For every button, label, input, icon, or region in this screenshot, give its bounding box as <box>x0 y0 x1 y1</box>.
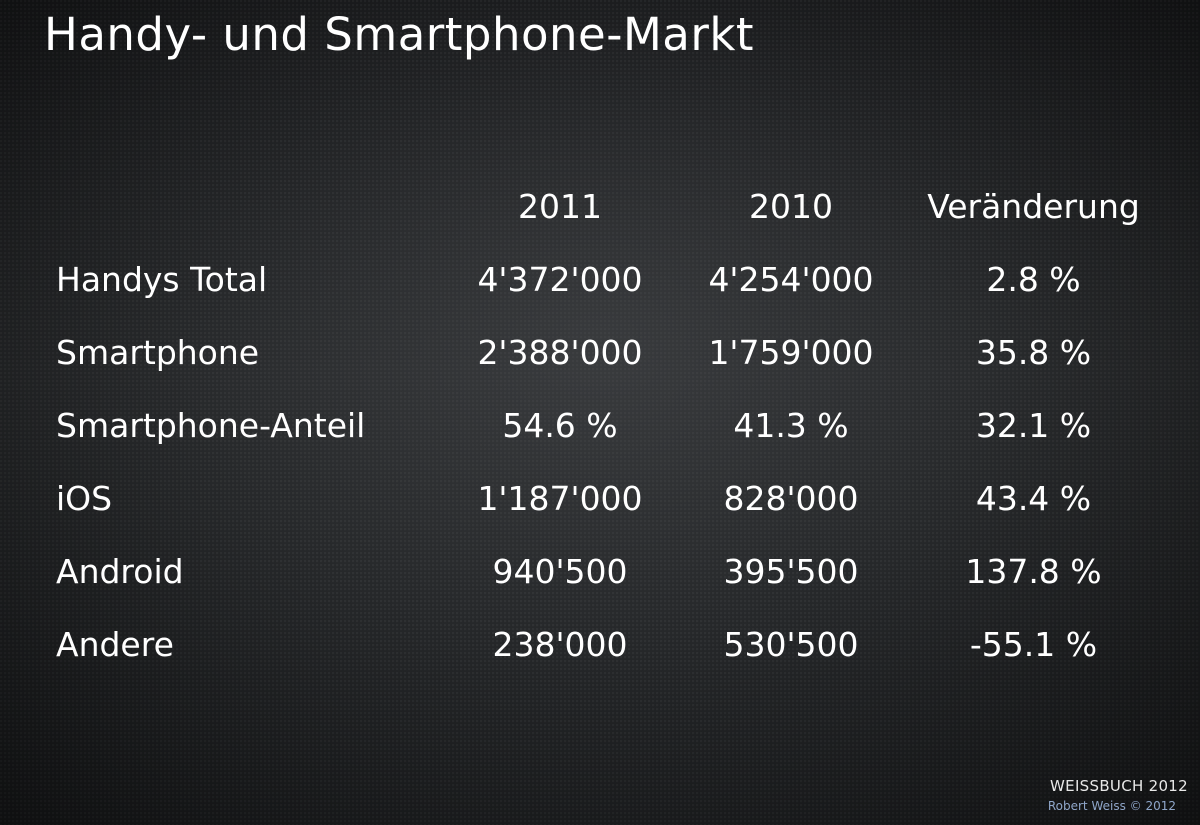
table-cell: 530'500 <box>723 625 859 664</box>
row-label: Andere <box>56 625 174 664</box>
table-cell: 35.8 % <box>975 333 1092 372</box>
table-cell: 32.1 % <box>975 406 1092 445</box>
table-cell: 828'000 <box>723 479 859 518</box>
footer-brand: WEISSBUCH 2012 <box>1050 777 1188 795</box>
table-cell: 1'759'000 <box>708 333 874 372</box>
slide-title: Handy- und Smartphone-Markt <box>44 8 755 61</box>
table-cell: 395'500 <box>723 552 859 591</box>
row-label: Android <box>56 552 184 591</box>
row-label: Smartphone <box>56 333 260 372</box>
table-cell: 4'372'000 <box>477 260 643 299</box>
table-row: iOS 1'187'000 828'000 43.4 % <box>40 462 1160 535</box>
table-row: Handys Total 4'372'000 4'254'000 2.8 % <box>40 243 1160 316</box>
row-label: Smartphone-Anteil <box>56 406 366 445</box>
table-header: 2011 2010 Veränderung <box>40 170 1160 243</box>
table-cell: 2'388'000 <box>477 333 643 372</box>
market-data-table: 2011 2010 Veränderung Handys Total 4'372… <box>40 170 1160 681</box>
table-cell: 4'254'000 <box>708 260 874 299</box>
table-row: Andere 238'000 530'500 -55.1 % <box>40 608 1160 681</box>
table-cell: 54.6 % <box>502 406 618 445</box>
table-row: Android 940'500 395'500 137.8 % <box>40 535 1160 608</box>
row-label: Handys Total <box>56 260 268 299</box>
table-row: Smartphone-Anteil 54.6 % 41.3 % 32.1 % <box>40 389 1160 462</box>
table-cell: 238'000 <box>492 625 628 664</box>
header-row-label-cell <box>40 170 445 243</box>
table-row: Smartphone 2'388'000 1'759'000 35.8 % <box>40 316 1160 389</box>
table-cell: -55.1 % <box>969 625 1098 664</box>
header-row: 2011 2010 Veränderung <box>40 170 1160 243</box>
column-header: 2010 <box>749 187 833 226</box>
table-cell: 2.8 % <box>986 260 1081 299</box>
table-cell: 137.8 % <box>965 552 1102 591</box>
column-header: Veränderung <box>927 187 1140 226</box>
row-label: iOS <box>56 479 113 518</box>
table-cell: 940'500 <box>492 552 628 591</box>
column-header: 2011 <box>518 187 602 226</box>
table-cell: 1'187'000 <box>477 479 643 518</box>
table-cell: 41.3 % <box>733 406 849 445</box>
table-cell: 43.4 % <box>975 479 1092 518</box>
footer-credit: Robert Weiss © 2012 <box>1047 799 1176 813</box>
table-body: Handys Total 4'372'000 4'254'000 2.8 % S… <box>40 243 1160 681</box>
